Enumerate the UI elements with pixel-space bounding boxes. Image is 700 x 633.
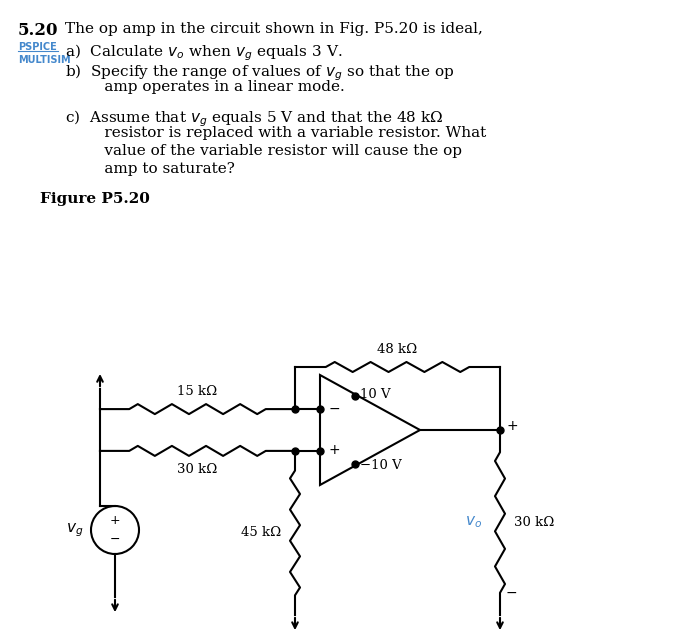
Text: Figure P5.20: Figure P5.20 bbox=[40, 192, 150, 206]
Text: a)  Calculate $v_o$ when $v_g$ equals 3 V.: a) Calculate $v_o$ when $v_g$ equals 3 V… bbox=[65, 42, 342, 63]
Text: MULTISIM: MULTISIM bbox=[18, 55, 71, 65]
Text: b)  Specify the range of values of $v_g$ so that the op: b) Specify the range of values of $v_g$ … bbox=[65, 62, 454, 82]
Text: $v_g$: $v_g$ bbox=[66, 521, 83, 539]
Text: +: + bbox=[506, 419, 517, 433]
Text: 45 kΩ: 45 kΩ bbox=[241, 527, 281, 539]
Text: 48 kΩ: 48 kΩ bbox=[377, 343, 418, 356]
Text: PSPICE: PSPICE bbox=[18, 42, 57, 52]
Text: $+$: $+$ bbox=[328, 443, 340, 457]
Text: 10 V: 10 V bbox=[360, 389, 391, 401]
Text: +: + bbox=[110, 515, 120, 527]
Text: value of the variable resistor will cause the op: value of the variable resistor will caus… bbox=[80, 144, 462, 158]
Text: amp operates in a linear mode.: amp operates in a linear mode. bbox=[80, 80, 344, 94]
Text: 15 kΩ: 15 kΩ bbox=[177, 385, 218, 398]
Text: c)  Assume that $v_g$ equals 5 V and that the 48 kΩ: c) Assume that $v_g$ equals 5 V and that… bbox=[65, 108, 443, 128]
Text: −10 V: −10 V bbox=[360, 458, 402, 472]
Text: amp to saturate?: amp to saturate? bbox=[80, 162, 235, 176]
Text: 30 kΩ: 30 kΩ bbox=[177, 463, 218, 476]
Text: $v_o$: $v_o$ bbox=[465, 515, 482, 530]
Text: −: − bbox=[110, 532, 120, 546]
Text: 30 kΩ: 30 kΩ bbox=[514, 516, 554, 529]
Text: $-$: $-$ bbox=[328, 401, 340, 415]
Text: resistor is replaced with a variable resistor. What: resistor is replaced with a variable res… bbox=[80, 126, 486, 140]
Text: −: − bbox=[506, 586, 517, 600]
Text: The op amp in the circuit shown in Fig. P5.20 is ideal,: The op amp in the circuit shown in Fig. … bbox=[65, 22, 483, 36]
Text: 5.20: 5.20 bbox=[18, 22, 59, 39]
